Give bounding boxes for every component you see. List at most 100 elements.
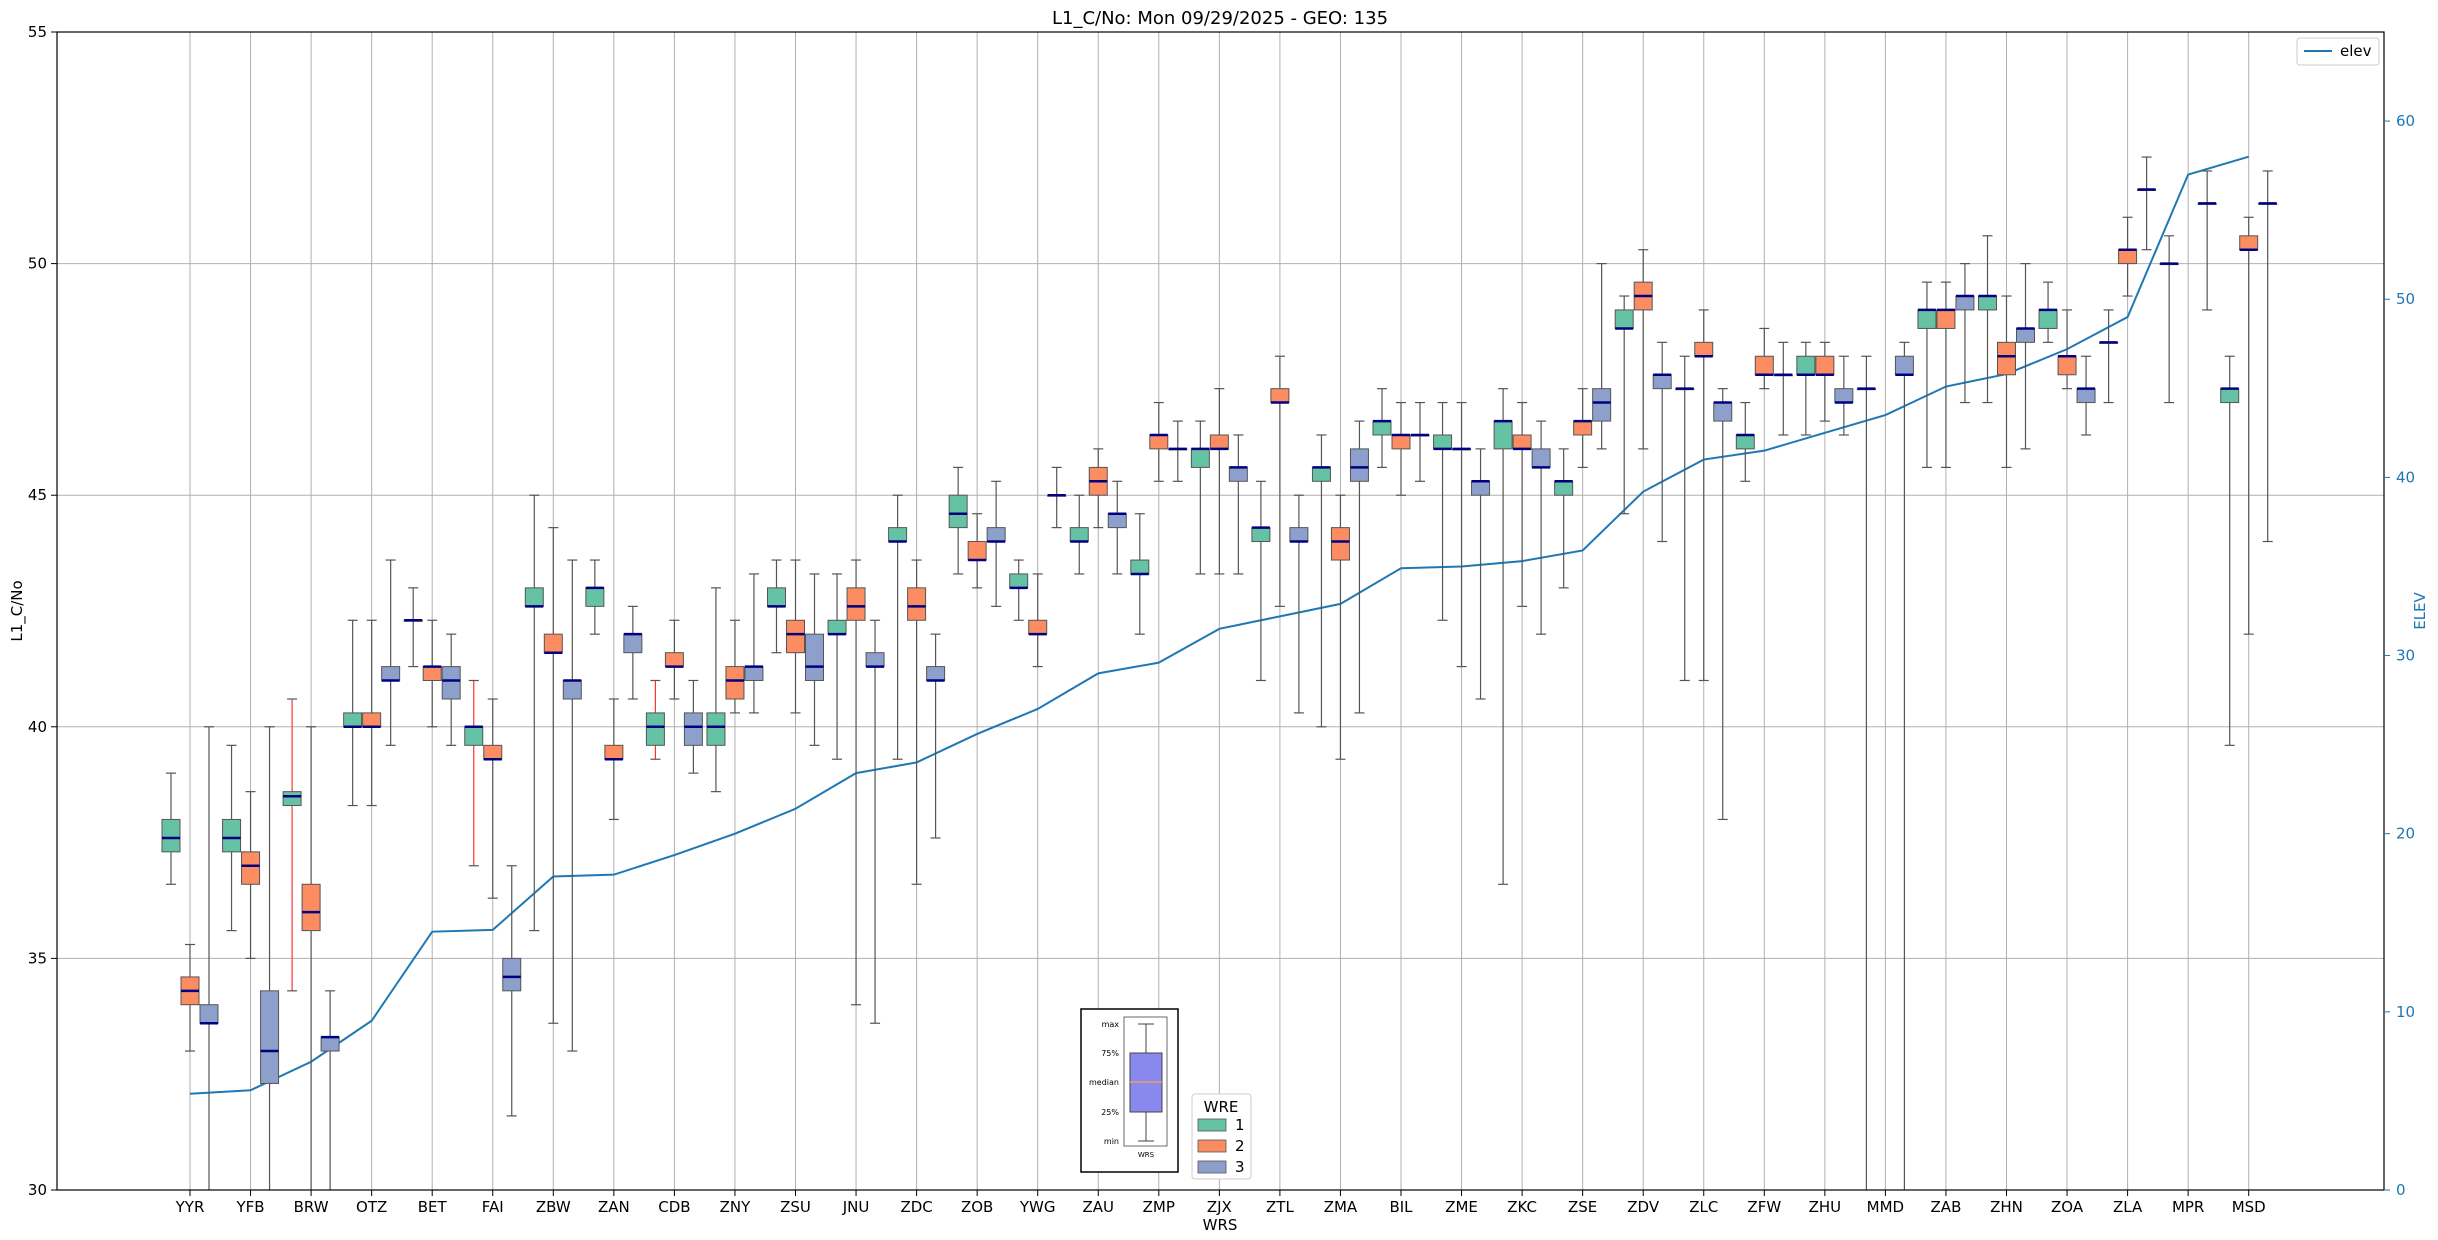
box-brw-wre1 — [282, 698, 302, 992]
box-body — [2239, 235, 2259, 251]
x-axis: YYR YFB BRW OTZ BET FAI ZBW ZAN CDB ZNY ZSU JNU ZDC Z… — [175, 1190, 2266, 1216]
box-zsu-wre3 — [805, 573, 824, 746]
box-jnu-wre2 — [846, 559, 866, 1006]
box-body — [1349, 448, 1369, 482]
box-zjx-wre2 — [1209, 388, 1229, 575]
box-brw-wre2 — [301, 726, 321, 1190]
box-ztl-wre1 — [1251, 480, 1271, 682]
box-body — [645, 712, 665, 746]
box-ywg-wre1 — [1009, 559, 1029, 621]
box-zhu-wre2 — [1815, 341, 1835, 422]
series-legend-frame — [2296, 37, 2380, 66]
box-mmd-wre1 — [1856, 355, 1876, 1190]
box-body — [1228, 466, 1248, 482]
x-tick-label: YWG — [1019, 1198, 1056, 1216]
box-fai-wre3 — [502, 865, 522, 1117]
box-body — [1069, 527, 1089, 543]
box-zhu-wre3 — [1834, 355, 1854, 436]
box-bil-wre3 — [1410, 401, 1430, 482]
box-key-axes — [1123, 1016, 1168, 1147]
box-cdb-wre1 — [645, 679, 665, 760]
right-y-tick-label: 20 — [2396, 825, 2415, 843]
box-body — [1815, 355, 1835, 376]
box-bil-wre1 — [1372, 388, 1392, 469]
box-body — [926, 666, 946, 681]
box-body — [1834, 388, 1854, 404]
box-body — [604, 744, 624, 760]
box-body — [2016, 327, 2035, 343]
box-jnu-wre1 — [827, 573, 847, 760]
box-body — [199, 1004, 219, 1024]
box-zsu-wre2 — [786, 559, 805, 714]
box-zla-wre1 — [2099, 309, 2119, 404]
box-jnu-wre3 — [865, 619, 885, 1024]
wre-legend-title: WRE — [1204, 1098, 1239, 1116]
box-zdv-wre2 — [1633, 249, 1653, 450]
box-body — [1713, 402, 1733, 422]
box-body — [502, 957, 522, 992]
box-otz-wre1 — [343, 619, 363, 807]
box-zkc-wre3 — [1531, 420, 1551, 635]
box-body — [888, 527, 908, 543]
wre-legend-label-1: 1 — [1235, 1116, 1245, 1134]
box-zau-wre1 — [1069, 494, 1089, 575]
box-body — [706, 712, 726, 746]
box-zfw-wre1 — [1735, 401, 1755, 482]
box-body — [948, 494, 968, 529]
box-key-label-q3: 75% — [1101, 1049, 1119, 1058]
left-axis: 30 35 40 45 50 55 — [28, 23, 57, 1199]
x-tick-label: YYR — [175, 1198, 205, 1216]
box-zfw-wre2 — [1754, 327, 1774, 390]
box-zdc-wre1 — [888, 494, 908, 760]
box-body — [1372, 420, 1392, 436]
right-axis: 0 10 20 30 40 50 60 — [2384, 112, 2415, 1199]
box-zob-wre1 — [948, 466, 968, 575]
box-body — [1754, 355, 1774, 376]
right-y-tick-label: 40 — [2396, 468, 2415, 486]
box-body — [683, 712, 703, 746]
x-tick-label: FAI — [482, 1198, 504, 1216]
y-tick-label: 35 — [28, 949, 47, 967]
box-yyr-wre2 — [180, 943, 200, 1052]
box-zny-wre3 — [744, 573, 764, 714]
box-body — [827, 619, 847, 635]
box-cdb-wre2 — [664, 619, 684, 700]
box-ywg-wre2 — [1028, 573, 1048, 668]
box-otz-wre3 — [381, 559, 401, 746]
box-body — [846, 587, 866, 621]
box-msd-wre3 — [2258, 170, 2278, 543]
box-zan-wre2 — [604, 698, 624, 821]
box-body — [805, 633, 824, 681]
x-tick-label: OTZ — [356, 1198, 387, 1216]
box-zoa-wre2 — [2057, 309, 2077, 390]
box-body — [161, 818, 181, 853]
box-body — [967, 541, 987, 561]
box-zlc-wre1 — [1675, 355, 1695, 682]
x-tick-label: BET — [418, 1198, 448, 1216]
box-zoa-wre1 — [2038, 281, 2058, 343]
box-zdv-wre1 — [1614, 295, 1634, 515]
box-zma-wre3 — [1349, 420, 1369, 714]
x-tick-label: ZHN — [1990, 1198, 2023, 1216]
box-zob-wre3 — [986, 480, 1006, 607]
x-tick-label: JNU — [842, 1198, 870, 1216]
box-zkc-wre1 — [1493, 388, 1513, 885]
box-msd-wre2 — [2239, 216, 2259, 635]
box-body — [907, 587, 927, 621]
box-body — [2038, 309, 2058, 329]
elev-line — [189, 155, 2249, 1095]
box-body — [2057, 355, 2077, 376]
box-zme-wre1 — [1433, 401, 1453, 621]
box-bet-wre3 — [441, 633, 461, 746]
box-body — [767, 587, 786, 607]
box-body — [1493, 420, 1513, 450]
x-tick-label: ZLA — [2113, 1198, 2143, 1216]
box-zhu-wre1 — [1796, 341, 1816, 436]
x-tick-label: MMD — [1867, 1198, 1904, 1216]
chart-title: L1_C/No: Mon 09/29/2025 - GEO: 135 — [1052, 8, 1388, 29]
box-zhn-wre1 — [1978, 235, 1997, 404]
box-yfb-wre1 — [222, 744, 242, 932]
box-body — [1251, 527, 1271, 543]
box-zlc-wre3 — [1713, 388, 1733, 821]
box-zme-wre2 — [1452, 401, 1472, 668]
